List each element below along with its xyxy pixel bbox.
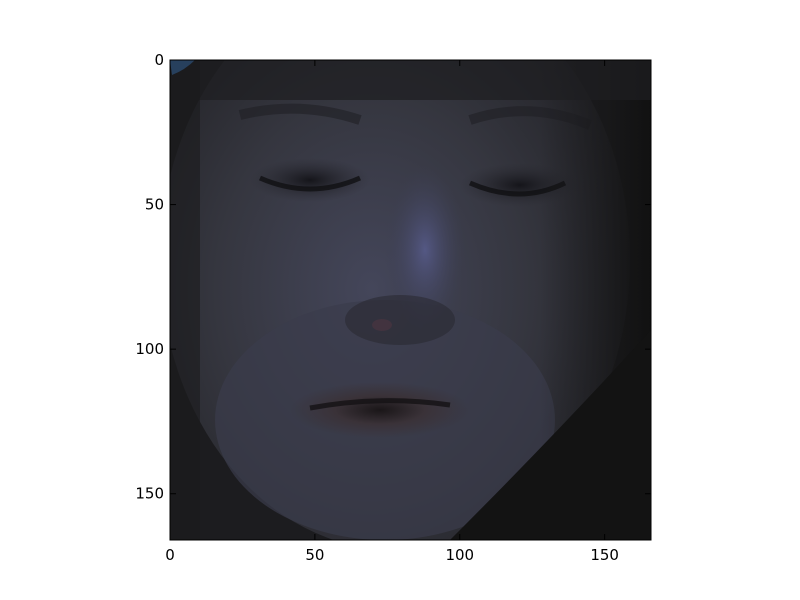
x-tick-label: 50 [305,546,324,564]
x-tick-label: 100 [445,546,474,564]
x-axis: 0 50 100 150 [165,60,619,564]
y-tick-label: 0 [154,51,164,69]
axes-frame [169,59,652,541]
x-tick-label: 0 [165,546,175,564]
face-photo [170,60,651,540]
y-axis: 0 50 100 150 [135,51,651,503]
y-tick-label: 150 [135,485,164,503]
x-tick-label: 150 [590,546,619,564]
y-tick-label: 100 [135,340,164,358]
y-tick-label: 50 [145,196,164,214]
